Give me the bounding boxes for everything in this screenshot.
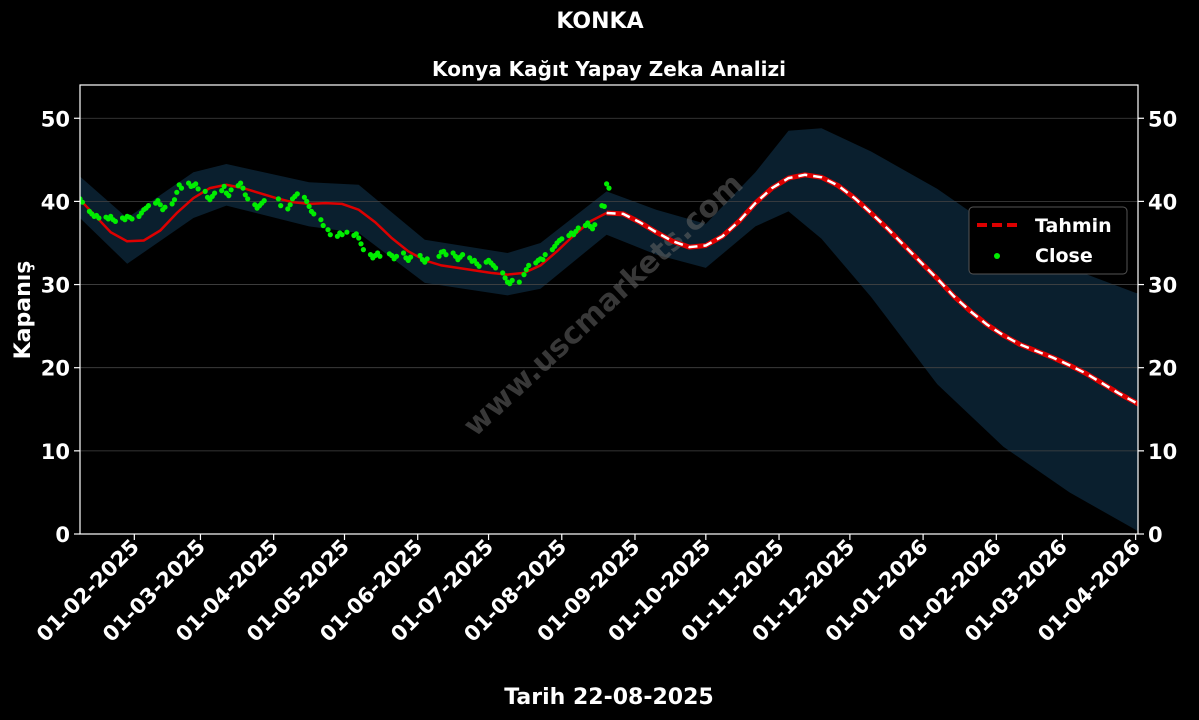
close-point xyxy=(502,275,508,281)
close-point xyxy=(171,197,178,203)
close-point xyxy=(287,202,293,208)
close-point xyxy=(294,191,300,197)
close-point xyxy=(493,265,499,271)
y-tick-label-right: 10 xyxy=(1148,440,1177,464)
close-point xyxy=(559,236,565,242)
legend-close-label: Close xyxy=(1035,245,1093,267)
chart-title: Konya Kağıt Yapay Zeka Analizi xyxy=(432,57,786,81)
close-point xyxy=(195,186,201,192)
close-point xyxy=(174,189,180,195)
y-tick-label-right: 0 xyxy=(1148,523,1163,547)
y-tick-label-right: 50 xyxy=(1148,107,1177,131)
x-axis-label: Tarih 22-08-2025 xyxy=(504,685,713,710)
close-point xyxy=(589,226,596,232)
close-point xyxy=(226,193,232,199)
close-point xyxy=(306,203,312,209)
close-point xyxy=(424,256,430,262)
close-point xyxy=(238,180,244,186)
close-point xyxy=(592,222,598,228)
close-point xyxy=(417,252,423,259)
legend-close-swatch xyxy=(994,253,1000,259)
close-point xyxy=(275,196,281,202)
close-point xyxy=(540,257,546,263)
close-point xyxy=(245,196,251,202)
close-point xyxy=(320,222,326,229)
close-point xyxy=(521,272,527,278)
chart-suptitle: KONKA xyxy=(556,9,643,34)
close-point xyxy=(96,215,102,221)
close-point xyxy=(358,241,364,247)
close-point xyxy=(311,211,317,217)
forecast-line-future xyxy=(606,172,1138,407)
y-axis-label: Kapanış xyxy=(11,261,36,360)
close-point xyxy=(242,192,248,198)
close-point xyxy=(278,203,284,209)
close-point xyxy=(526,262,532,268)
close-point xyxy=(601,203,607,209)
close-point xyxy=(261,198,267,204)
close-point xyxy=(400,250,407,256)
close-point xyxy=(356,235,362,241)
close-point xyxy=(436,253,442,259)
close-point xyxy=(360,247,366,253)
close-point xyxy=(516,279,522,285)
close-point xyxy=(606,185,612,191)
close-point xyxy=(145,203,152,209)
close-point xyxy=(353,231,359,237)
close-point xyxy=(240,185,246,191)
close-point xyxy=(301,194,307,200)
close-point xyxy=(228,187,234,193)
close-point xyxy=(408,254,414,260)
forecast-line-history xyxy=(80,183,608,276)
confidence-band xyxy=(80,128,1138,532)
close-point xyxy=(112,218,118,224)
y-tick-label: 20 xyxy=(41,357,70,381)
legend: Tahmin Close xyxy=(968,206,1128,275)
close-point xyxy=(221,183,227,189)
close-point xyxy=(157,202,163,208)
close-point xyxy=(80,199,85,205)
close-point xyxy=(193,181,199,187)
close-point xyxy=(523,267,529,273)
close-point xyxy=(212,190,218,196)
close-point xyxy=(155,198,161,204)
plot-frame xyxy=(79,84,1139,535)
close-point xyxy=(339,232,345,238)
y-tick-label-right: 40 xyxy=(1148,190,1177,214)
close-point xyxy=(377,253,383,259)
close-point xyxy=(285,206,291,212)
close-point xyxy=(202,188,208,194)
legend-forecast-label: Tahmin xyxy=(1035,215,1112,237)
close-point xyxy=(304,198,310,204)
close-point xyxy=(393,253,400,259)
close-point xyxy=(476,263,482,269)
close-point xyxy=(604,181,610,187)
close-point xyxy=(318,217,324,223)
close-point xyxy=(542,252,548,258)
close-point xyxy=(443,252,449,258)
y-tick-label: 50 xyxy=(41,107,70,131)
close-point xyxy=(169,201,175,207)
y-tick-label: 10 xyxy=(41,440,70,464)
close-point xyxy=(500,270,506,276)
y-tick-label: 30 xyxy=(41,274,70,298)
close-point xyxy=(162,204,168,210)
close-point xyxy=(325,227,331,233)
y-tick-label: 40 xyxy=(41,190,70,214)
close-point xyxy=(460,252,466,258)
close-point xyxy=(575,225,581,231)
close-point xyxy=(509,277,515,283)
close-point xyxy=(344,229,350,235)
close-point xyxy=(129,216,135,222)
close-point xyxy=(327,232,333,238)
y-tick-label: 0 xyxy=(55,523,70,547)
y-tick-label-right: 30 xyxy=(1148,274,1177,298)
close-point xyxy=(178,185,185,191)
y-tick-label-right: 20 xyxy=(1148,357,1177,381)
close-point xyxy=(219,188,225,194)
